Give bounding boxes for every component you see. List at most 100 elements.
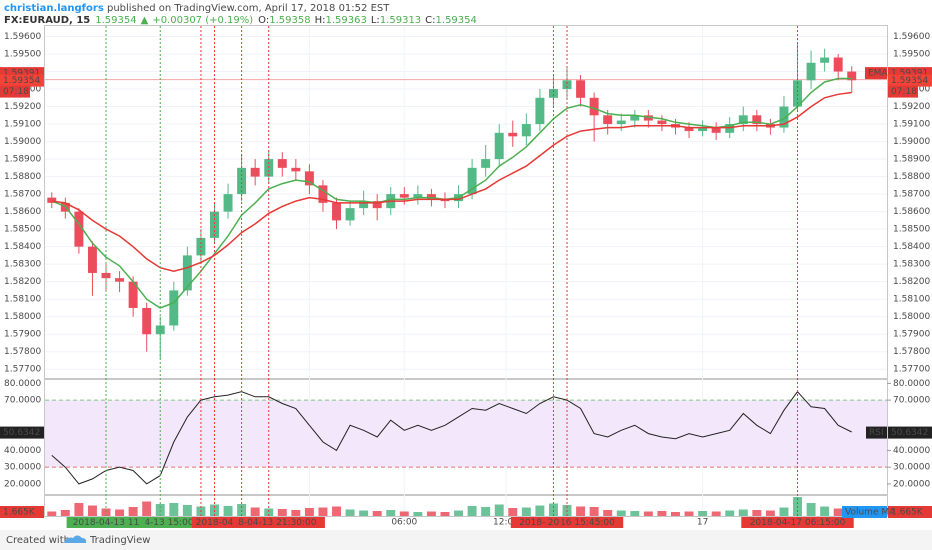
y-tick-label: 1.57700 [893,365,930,375]
y-tick-label: 1.59100 [893,120,930,130]
close-label: C: [425,15,435,26]
y-tick-label: 1.59600 [893,32,930,42]
rsi-tick-label: 80.0000 [4,379,41,389]
candle-body [589,97,599,116]
volume-bar [820,506,830,516]
volume-ma-tag: 1.665K [3,508,36,518]
y-tick-label: 1.59000 [4,137,41,147]
volume-bar [223,506,233,516]
y-tick-label: 1.58900 [893,155,930,165]
y-tick-label: 1.58800 [893,172,930,182]
volume-ma-tag-box [0,506,44,518]
rsi-value-tag: 50.6342 [3,428,40,438]
volume-bar [74,503,84,516]
y-tick-label: 1.57900 [893,330,930,340]
rsi-tick-label: 30.0000 [4,463,41,473]
y-tick-label: 1.58200 [893,277,930,287]
volume-bar [169,503,179,516]
y-tick-label: 1.58000 [4,312,41,322]
volume-bar [738,509,748,516]
volume-bar [454,510,464,516]
volume-bar [806,503,816,516]
price-tag: 1.59391 [3,69,40,79]
y-tick-label: 1.58300 [893,260,930,270]
y-tick-label: 1.59500 [893,50,930,60]
candle-body [115,278,125,282]
y-tick-label: 1.58100 [893,295,930,305]
y-tick-label: 1.58500 [893,225,930,235]
signal-label: 20 [548,518,560,528]
volume-bar [372,511,382,516]
change: +0.00307 (+0.19%) [152,15,253,26]
price-tag-box [0,74,44,87]
open-value: 1.59358 [269,15,310,26]
x-tick-label: 17 [697,518,708,528]
volume-bar [413,512,423,516]
candle-body [793,80,802,107]
volume-bar [467,506,477,516]
countdown-tag: 07:18 [3,87,29,97]
candle-body [657,120,667,125]
y-tick-label: 1.59200 [893,102,930,112]
y-tick-label: 1.58700 [4,190,41,200]
rsi-panel [44,379,888,495]
candle-body [725,124,735,133]
x-tick-label: 06:00 [391,518,417,528]
volume-bar [630,511,640,516]
footer-brand[interactable]: TradingView [89,535,150,546]
close-value: 1.59354 [436,15,477,26]
countdown-tag-box [888,85,918,98]
candle-body [250,167,260,177]
candle-body [440,199,450,202]
volume-bar [60,510,70,516]
candle-body [399,194,409,198]
signal-label: 2018-04 [196,518,234,528]
volume-ma-name-box [842,506,887,518]
volume-bar [250,507,260,516]
volume-bar [87,505,97,516]
rsi-line [51,390,852,485]
author[interactable]: christian.langfors [4,3,104,14]
y-tick-label: 1.58600 [4,207,41,217]
footer-logo [64,535,87,543]
rsi-tag-box [866,426,887,439]
volume-bar [548,503,558,516]
ema-tag-box [865,67,887,80]
rsi-tick-label: 80.0000 [893,379,930,389]
low-value: 1.59313 [380,15,421,26]
candle-body [508,132,518,137]
y-tick-label: 1.59500 [4,50,41,60]
volume-bar [833,508,843,516]
footer [0,530,932,550]
signal-label-box [510,517,624,528]
candle-body [535,97,545,125]
header-line-2: FX:EURAUD, 15 1.59354 ▲ +0.00307 (+0.19%) O:… [4,15,477,26]
candle-body [345,208,355,221]
candle-body [304,171,314,186]
volume-bar [332,506,341,516]
volume-ma-tag: 1.665K [891,508,924,518]
candle-body [210,211,219,238]
y-tick-label: 1.58200 [4,277,41,287]
signal-label: 2018-04-13 15:00:00 [112,518,208,528]
price-tag-box [888,74,932,87]
y-tick-label: 1.58000 [893,312,930,322]
volume-bar [603,510,613,516]
rsi-tick-label: 40.0000 [4,446,41,456]
countdown-tag: 07:18 [891,87,917,97]
candle-body [223,194,233,212]
volume-bar [576,506,586,516]
signal-label: 2018-04-13 11 [73,518,140,528]
volume-bar [752,510,762,516]
candle-body [128,281,138,308]
candle-body [359,201,369,209]
y-tick-label: 1.58400 [893,242,930,252]
candle-body [779,106,789,128]
y-tick-label: 1.59000 [893,137,930,147]
volume-bar [508,508,518,516]
candle-body [182,255,192,291]
rsi-value-tag: 50.6342 [891,428,928,438]
rsi-tick-label: 30.0000 [893,463,930,473]
volume-bar [142,501,152,516]
